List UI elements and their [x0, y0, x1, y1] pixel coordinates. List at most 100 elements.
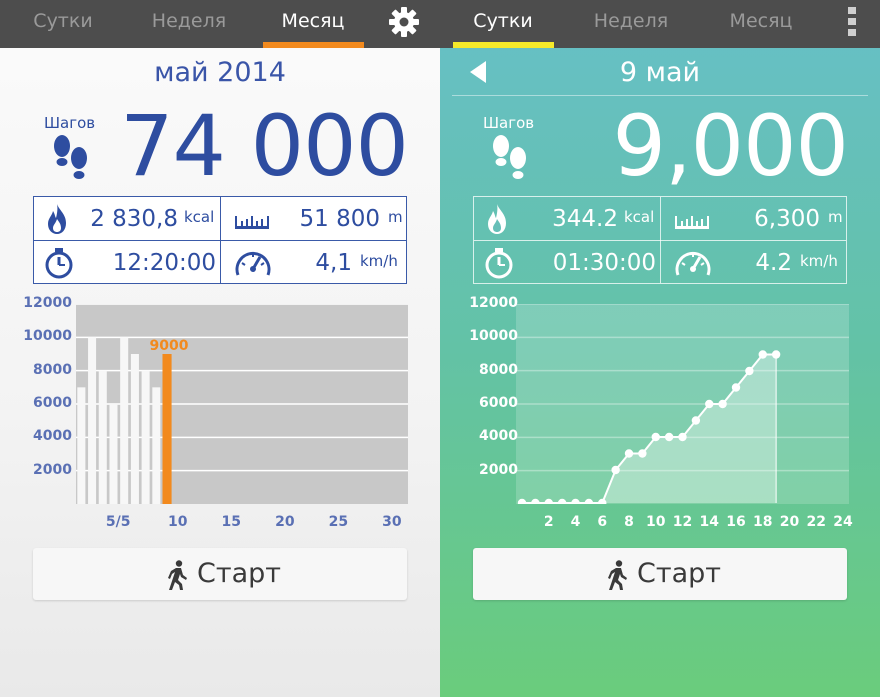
- steps-count: 9,000: [612, 97, 849, 195]
- x-tick-label: 30: [382, 514, 402, 530]
- gear-icon[interactable]: [386, 4, 422, 40]
- month-steps-chart: 9000: [76, 304, 408, 504]
- active-tab-indicator: [453, 42, 554, 48]
- bar: [88, 337, 97, 504]
- distance-unit: m: [388, 208, 403, 226]
- data-point: [651, 432, 660, 442]
- x-tick-label: 25: [328, 514, 349, 530]
- start-button-label: Старт: [197, 558, 281, 589]
- data-point: [678, 432, 687, 442]
- day-steps-chart: [516, 304, 849, 504]
- y-tick-label: 4000: [33, 428, 72, 445]
- calories-unit: kcal: [184, 208, 215, 226]
- x-tick-label: 15: [221, 514, 242, 530]
- x-tick-label: 20: [779, 514, 800, 530]
- data-point: [705, 399, 714, 409]
- bar: [109, 404, 118, 504]
- x-tick-label: 8: [624, 514, 634, 530]
- speed-value: 4,1: [315, 250, 352, 276]
- highlight-value-label: 9000: [150, 338, 189, 354]
- start-button[interactable]: Старт: [473, 548, 847, 600]
- footprints-icon: [54, 135, 87, 179]
- bar: [152, 387, 161, 504]
- tab-bar: Сутки Неделя Месяц: [440, 0, 880, 48]
- tab-week[interactable]: Неделя: [151, 10, 227, 32]
- chart-plot-area: [516, 304, 849, 504]
- footprints-icon: [493, 135, 526, 179]
- day-panel: Сутки Неделя Месяц 9 май Шагов 9,000 344…: [440, 0, 880, 697]
- data-point: [571, 498, 580, 504]
- x-tick-label: 22: [806, 514, 826, 530]
- highlighted-bar: [162, 354, 172, 504]
- y-tick-label: 2000: [33, 461, 72, 478]
- speed-value: 4.2: [755, 250, 792, 276]
- y-tick-label: 4000: [479, 428, 518, 445]
- y-tick-label: 8000: [33, 361, 72, 378]
- data-point: [598, 498, 607, 504]
- stopwatch-icon: [45, 248, 73, 279]
- overflow-menu-icon[interactable]: [845, 6, 859, 38]
- data-point: [544, 498, 553, 504]
- data-point: [531, 498, 540, 504]
- tab-month[interactable]: Месяц: [729, 10, 793, 32]
- ruler-icon: [675, 216, 709, 229]
- duration-value: 12:20:00: [112, 250, 216, 276]
- speed-unit: km/h: [360, 252, 398, 270]
- tab-week[interactable]: Неделя: [593, 10, 669, 32]
- active-tab-indicator: [263, 42, 364, 48]
- month-panel: Сутки Неделя Месяц май 2014 Шагов 74 000: [0, 0, 440, 697]
- steps-count: 74 000: [120, 97, 409, 195]
- y-tick-label: 2000: [479, 461, 518, 478]
- y-tick-label: 10000: [23, 328, 72, 345]
- start-button-label: Старт: [637, 558, 721, 589]
- y-tick-label: 6000: [33, 395, 72, 411]
- distance-unit: m: [828, 208, 843, 226]
- data-point: [611, 465, 620, 475]
- y-tick-label: 12000: [23, 295, 72, 311]
- y-tick-label: 12000: [469, 295, 518, 311]
- tab-day[interactable]: Сутки: [473, 10, 533, 32]
- bar: [98, 370, 107, 504]
- stats-grid: 344.2 kcal 6,300 m 01:30:00 4.2 km/h: [473, 196, 847, 284]
- stats-grid: 2 830,8 kcal 51 800 m 12:20:00: [33, 196, 407, 284]
- walking-person-icon: [168, 560, 187, 590]
- bar: [141, 370, 150, 504]
- steps-label: Шагов: [44, 114, 96, 132]
- x-tick-label: 12: [672, 514, 693, 530]
- y-tick-label: 10000: [469, 328, 518, 345]
- bar: [77, 387, 86, 504]
- data-point: [745, 366, 754, 376]
- distance-value: 51 800: [299, 206, 380, 232]
- data-point: [557, 498, 567, 504]
- duration-value: 01:30:00: [552, 250, 656, 276]
- x-tick-label: 24: [833, 514, 853, 530]
- calories-unit: kcal: [624, 208, 655, 226]
- x-tick-label: 10: [646, 514, 666, 530]
- tab-bar: Сутки Неделя Месяц: [0, 0, 440, 48]
- x-tick-label: 16: [726, 514, 746, 530]
- period-title: май 2014: [154, 57, 286, 88]
- stopwatch-icon: [485, 248, 513, 279]
- data-point: [624, 449, 634, 458]
- area-fill: [522, 354, 777, 503]
- flame-icon: [48, 204, 66, 234]
- speedometer-icon: [675, 252, 711, 276]
- y-tick-label: 6000: [479, 395, 518, 411]
- data-point: [664, 432, 674, 442]
- x-tick-label: 14: [699, 514, 719, 530]
- data-point: [638, 449, 647, 458]
- data-point: [758, 350, 767, 359]
- title-divider: [452, 95, 868, 96]
- x-tick-label: 4: [570, 514, 581, 530]
- speed-unit: km/h: [800, 252, 838, 270]
- ruler-icon: [235, 216, 269, 229]
- tab-month[interactable]: Месяц: [281, 10, 345, 32]
- x-tick-label: 5/5: [105, 514, 131, 530]
- distance-value: 6,300: [754, 206, 820, 232]
- start-button[interactable]: Старт: [33, 548, 407, 600]
- data-point: [731, 383, 741, 392]
- back-arrow-icon[interactable]: [468, 60, 488, 84]
- flame-icon: [488, 204, 506, 234]
- steps-label: Шагов: [483, 114, 535, 132]
- tab-day[interactable]: Сутки: [33, 10, 93, 32]
